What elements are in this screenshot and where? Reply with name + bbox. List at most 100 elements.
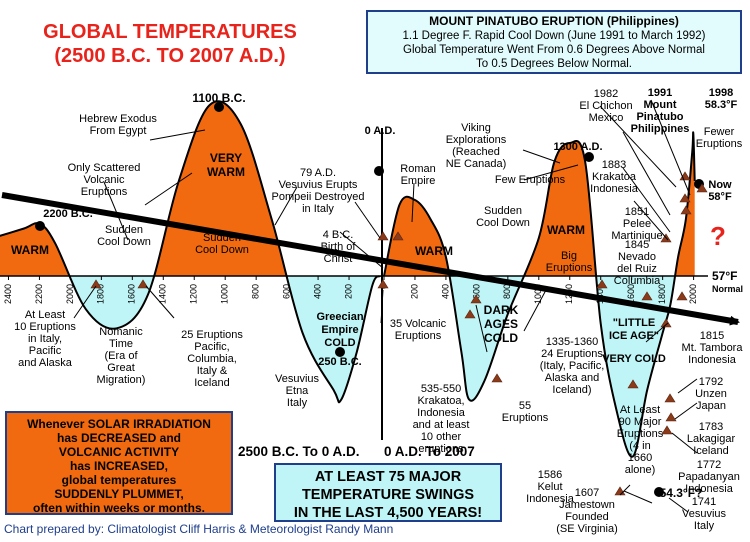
- region-label: AGES: [484, 317, 518, 331]
- chart-credit: Chart prepared by: Climatologist Cliff H…: [4, 522, 394, 536]
- volcano-icon: [392, 231, 404, 241]
- annotation-text: 1982: [594, 88, 618, 100]
- temperature-swings-box: AT LEAST 75 MAJOR TEMPERATURE SWINGS IN …: [274, 463, 502, 522]
- annotation-text: Migration): [97, 374, 146, 386]
- annotation-text: (Era of: [104, 350, 138, 362]
- annotation-text: Nomanic: [99, 326, 143, 338]
- x-tick-label: 1000: [220, 284, 230, 304]
- annotation-text: 10 Eruptions: [14, 321, 76, 333]
- region-label: "LITTLE: [613, 317, 656, 329]
- annotation-text: Unzen: [695, 388, 727, 400]
- pointer-line: [668, 497, 689, 513]
- annotation-text: Columbia,: [187, 353, 237, 365]
- swings-line: IN THE LAST 4,500 YEARS!: [293, 505, 483, 521]
- annotation-text: Birth of: [321, 241, 357, 253]
- region-label: WARM: [207, 165, 245, 179]
- annotation-text: Iceland: [693, 445, 728, 457]
- pointer-line: [73, 285, 97, 319]
- annotation-text: Only Scattered: [68, 162, 141, 174]
- annotation-text: 1783: [699, 421, 723, 433]
- peak-marker: [584, 152, 594, 162]
- annotation-text: Fewer: [704, 126, 735, 138]
- annotation-text: 24 Eruptions: [541, 348, 603, 360]
- x-tick-label: 400: [312, 284, 322, 299]
- x-tick-label: 2400: [3, 284, 13, 304]
- annotation-text: Founded: [565, 511, 608, 523]
- note-line: Whenever SOLAR IRRADIATION: [27, 417, 211, 431]
- volcano-icon: [90, 279, 102, 289]
- annotation-text: Italy: [694, 520, 715, 532]
- normal-label: Normal: [712, 284, 743, 294]
- annotation-text: 1772: [697, 459, 721, 471]
- annotation-text: 1815: [700, 330, 724, 342]
- annotation-text: Christ: [324, 253, 353, 265]
- peak-label: 1100 B.C.: [192, 91, 245, 105]
- region-label: Empire: [321, 324, 358, 336]
- annotation-text: Kelut: [537, 481, 562, 493]
- volcano-icon: [596, 279, 608, 289]
- annotation-text: Italy: [287, 397, 308, 409]
- note-line: global temperatures: [61, 473, 177, 487]
- pinatubo-line: Global Temperature Went From 0.6 Degrees…: [403, 44, 705, 56]
- annotation-text: 1660: [628, 452, 652, 464]
- annotation-text: Jamestown: [559, 499, 615, 511]
- annotation-text: 1851: [625, 206, 649, 218]
- peak-marker: [335, 347, 345, 357]
- note-line: has DECREASED and: [56, 431, 182, 445]
- pointer-line: [475, 304, 488, 353]
- temperature-line-0: [0, 100, 381, 404]
- annotation-text: 535-550: [421, 383, 461, 395]
- pinatubo-info-box: MOUNT PINATUBO ERUPTION (Philippines) 1.…: [366, 10, 742, 74]
- annotation-text: in Italy: [302, 203, 334, 215]
- volcano-icon: [661, 425, 673, 435]
- annotation-text: Alaska and: [545, 372, 599, 384]
- x-tick-label: 1800: [657, 284, 667, 304]
- region-label: WARM: [547, 223, 585, 237]
- peak-label: 54.3°F?: [660, 486, 703, 500]
- annotation-text: Sudden: [203, 232, 241, 244]
- annotation-text: Big: [561, 250, 577, 262]
- region-label: WARM: [11, 243, 49, 257]
- annotation-text: 79 A.D.: [300, 167, 336, 179]
- period-label-ad: 0 A.D. To 2007: [384, 444, 475, 459]
- temperature-line-1: [383, 131, 696, 458]
- x-tick-label: 2000: [688, 284, 698, 304]
- pointer-line: [619, 484, 631, 496]
- volcano-icon: [470, 294, 482, 304]
- annotation-text: Nevado: [618, 251, 656, 263]
- x-tick-label: 1400: [158, 284, 168, 304]
- pointer-line: [149, 129, 206, 141]
- annotation-text: (SE Virginia): [556, 523, 618, 535]
- x-tick-label: 600: [471, 284, 481, 299]
- peak-label: 58°F: [708, 191, 732, 203]
- annotation-text: Vesuvius: [275, 373, 320, 385]
- annotation-text: Explorations: [446, 134, 507, 146]
- pointer-line: [354, 201, 381, 239]
- peak-marker: [35, 221, 45, 231]
- annotation-text: Eruptions: [546, 262, 593, 274]
- annotation-text: 1607: [575, 487, 599, 499]
- annotation-text: El Chichon: [579, 100, 632, 112]
- pointer-line: [380, 289, 384, 324]
- annotation-text: At Least: [620, 404, 660, 416]
- volcano-icon: [660, 318, 672, 328]
- cold-area-0: [0, 276, 380, 403]
- annotation-text: 4 B.C.: [323, 229, 354, 241]
- x-tick-label: 800: [251, 284, 261, 299]
- pointer-line: [339, 231, 384, 269]
- x-tick-label: 200: [343, 284, 353, 299]
- annotation-text: 10 other: [421, 431, 462, 443]
- pinatubo-line: 1.1 Degree F. Rapid Cool Down (June 1991…: [402, 30, 706, 42]
- peak-label: 1300 A.D.: [553, 141, 602, 153]
- pointer-line: [599, 105, 677, 188]
- peak-label: Philippines: [631, 123, 690, 135]
- region-label: DARK: [484, 303, 519, 317]
- volcano-icon: [627, 379, 639, 389]
- annotation-text: 55: [519, 400, 531, 412]
- volcano-icon: [676, 291, 688, 301]
- chart-title: GLOBAL TEMPERATURES: [43, 21, 297, 43]
- pointer-line: [145, 285, 175, 319]
- annotation-text: Time: [109, 338, 133, 350]
- volcano-icon: [491, 373, 503, 383]
- annotation-text: Cool Down: [97, 236, 151, 248]
